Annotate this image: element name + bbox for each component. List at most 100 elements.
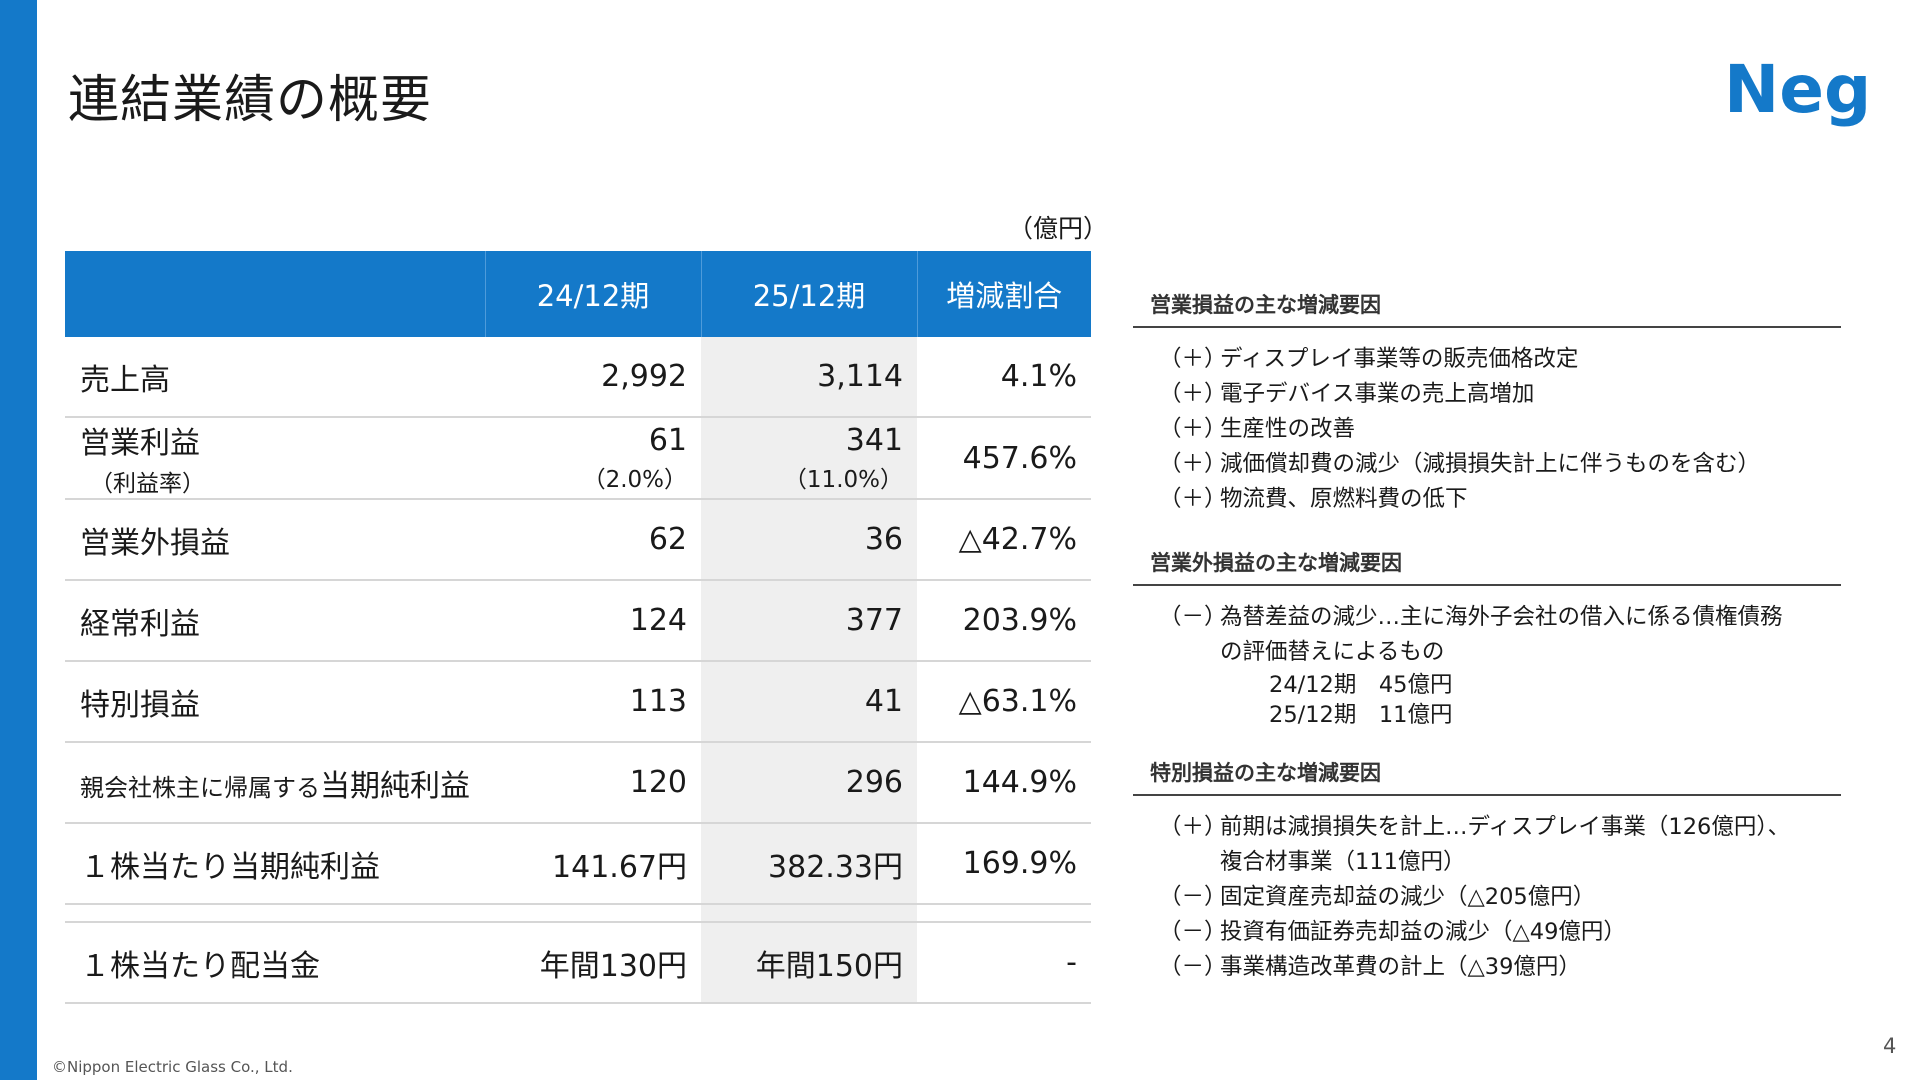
row-label: 営業利益 bbox=[80, 426, 200, 461]
factor-text: ディスプレイ事業等の販売価格改定 bbox=[1220, 346, 1579, 372]
value-change: △42.7% bbox=[917, 499, 1091, 581]
section-heading: 営業損益の主な増減要因 bbox=[1133, 289, 1841, 328]
value-curr: 41 bbox=[701, 661, 917, 743]
factor-mark: （＋） bbox=[1159, 381, 1227, 407]
row-label: 当期純利益 bbox=[320, 768, 470, 804]
page-title: 連結業績の概要 bbox=[68, 71, 433, 130]
header-cell-blank bbox=[65, 251, 485, 337]
list-item: （＋）電子デバイス事業の売上高増加 bbox=[1159, 377, 1841, 412]
list-item: （－）固定資産売却益の減少（△205億円） bbox=[1159, 880, 1841, 915]
table-row: 営業外損益 62 36 △42.7% bbox=[65, 499, 1091, 581]
factor-text: 固定資産売却益の減少（△205億円） bbox=[1220, 884, 1596, 910]
value-prev: 120 bbox=[485, 742, 701, 824]
factor-mark: （＋） bbox=[1159, 346, 1227, 372]
row-label-cell: 営業利益 （利益率） bbox=[65, 417, 485, 500]
value-change: 457.6% bbox=[917, 417, 1091, 500]
value-change: 144.9% bbox=[917, 742, 1091, 824]
value-curr: 年間150円 bbox=[701, 922, 917, 1004]
table-row: １株当たり配当金 年間130円 年間150円 - bbox=[65, 922, 1091, 1004]
section-heading: 営業外損益の主な増減要因 bbox=[1133, 547, 1841, 586]
row-label: 売上高 bbox=[65, 337, 485, 418]
value-change: △63.1% bbox=[917, 661, 1091, 743]
factor-text: 生産性の改善 bbox=[1220, 416, 1356, 442]
spacer-cell bbox=[701, 904, 917, 923]
copyright-text: ©Nippon Electric Glass Co., Ltd. bbox=[52, 1058, 293, 1076]
value-curr: 3,114 bbox=[701, 337, 917, 418]
list-item: （＋）生産性の改善 bbox=[1159, 412, 1841, 447]
value-curr: 296 bbox=[701, 742, 917, 824]
row-label: １株当たり当期純利益 bbox=[65, 823, 485, 905]
row-label: １株当たり配当金 bbox=[65, 922, 485, 1004]
value-prev: 113 bbox=[485, 661, 701, 743]
factor-text: 物流費、原燃料費の低下 bbox=[1220, 486, 1468, 512]
factor-mark: （＋） bbox=[1159, 486, 1227, 512]
extraordinary-factors-section: 特別損益の主な増減要因 （＋）前期は減損損失を計上…ディスプレイ事業（126億円… bbox=[1133, 757, 1841, 985]
neg-logo: Neg bbox=[1724, 52, 1871, 128]
table-row: 売上高 2,992 3,114 4.1% bbox=[65, 337, 1091, 418]
detail-line: 25/12期 11億円 bbox=[1269, 702, 1453, 728]
value-change: - bbox=[917, 922, 1091, 1004]
table-row: 経常利益 124 377 203.9% bbox=[65, 580, 1091, 662]
value-curr: 382.33円 bbox=[701, 823, 917, 905]
page-number: 4 bbox=[1883, 1034, 1897, 1058]
value-change: 169.9% bbox=[917, 823, 1091, 905]
table-row: 親会社株主に帰属する当期純利益 120 296 144.9% bbox=[65, 742, 1091, 824]
factor-text: 電子デバイス事業の売上高増加 bbox=[1220, 381, 1535, 407]
list-item: （＋）前期は減損損失を計上…ディスプレイ事業（126億円）、 bbox=[1159, 810, 1841, 845]
factor-mark: （＋） bbox=[1159, 814, 1227, 840]
header-cell-curr-period: 25/12期 bbox=[700, 251, 917, 337]
value-prev: 61 bbox=[648, 422, 687, 458]
header-cell-change: 増減割合 bbox=[916, 251, 1091, 337]
non-operating-factors-section: 営業外損益の主な増減要因 （－）為替差益の減少…主に海外子会社の借入に係る債権債… bbox=[1133, 547, 1841, 730]
list-item: （＋）ディスプレイ事業等の販売価格改定 bbox=[1159, 342, 1841, 377]
row-label-cell: 親会社株主に帰属する当期純利益 bbox=[65, 742, 485, 824]
factor-list: （＋）前期は減損損失を計上…ディスプレイ事業（126億円）、 複合材事業（111… bbox=[1133, 796, 1841, 985]
factor-mark: （－） bbox=[1159, 884, 1227, 910]
factor-list: （＋）ディスプレイ事業等の販売価格改定 （＋）電子デバイス事業の売上高増加 （＋… bbox=[1133, 328, 1841, 517]
factor-text: 前期は減損損失を計上…ディスプレイ事業（126億円）、 bbox=[1220, 814, 1791, 840]
operating-factors-section: 営業損益の主な増減要因 （＋）ディスプレイ事業等の販売価格改定 （＋）電子デバイ… bbox=[1133, 289, 1841, 517]
value-prev: 2,992 bbox=[485, 337, 701, 418]
row-sublabel: （利益率） bbox=[90, 471, 205, 497]
value-prev: 年間130円 bbox=[485, 922, 701, 1004]
list-item-continuation: の評価替えによるもの bbox=[1220, 639, 1445, 665]
section-heading: 特別損益の主な増減要因 bbox=[1133, 757, 1841, 796]
factor-mark: （＋） bbox=[1159, 451, 1227, 477]
logo-text: Neg bbox=[1724, 52, 1871, 128]
value-curr: 36 bbox=[701, 499, 917, 581]
spacer-cell bbox=[65, 904, 485, 923]
row-label: 特別損益 bbox=[65, 661, 485, 743]
value-curr: 377 bbox=[701, 580, 917, 662]
table-spacer-row bbox=[65, 904, 1091, 923]
factor-mark: （＋） bbox=[1159, 416, 1227, 442]
value-change: 203.9% bbox=[917, 580, 1091, 662]
list-item: （＋）減価償却費の減少（減損損失計上に伴うものを含む） bbox=[1159, 447, 1841, 482]
value-prev: 141.67円 bbox=[485, 823, 701, 905]
row-label-prefix: 親会社株主に帰属する bbox=[80, 773, 320, 802]
table-header-row: 24/12期 25/12期 増減割合 bbox=[65, 251, 1091, 337]
row-label: 経常利益 bbox=[65, 580, 485, 662]
spacer-cell bbox=[485, 904, 701, 923]
list-item: （－）事業構造改革費の計上（△39億円） bbox=[1159, 950, 1841, 985]
spacer-cell bbox=[917, 904, 1091, 923]
list-item: （－）投資有価証券売却益の減少（△49億円） bbox=[1159, 915, 1841, 950]
table-row: 特別損益 113 41 △63.1% bbox=[65, 661, 1091, 743]
factor-mark: （－） bbox=[1159, 919, 1227, 945]
list-item: （＋）物流費、原燃料費の低下 bbox=[1159, 482, 1841, 517]
table-row: 営業利益 （利益率） 61 （2.0%） 341 （11.0%） 457.6% bbox=[65, 417, 1091, 500]
value-curr: 341 bbox=[845, 422, 903, 458]
detail-line: 24/12期 45億円 bbox=[1269, 672, 1453, 698]
list-item-continuation: 複合材事業（111億円） bbox=[1220, 849, 1466, 875]
side-accent-bar bbox=[0, 0, 37, 1080]
value-curr-cell: 341 （11.0%） bbox=[701, 417, 917, 500]
factor-list: （－）為替差益の減少…主に海外子会社の借入に係る債権債務 の評価替えによるもの … bbox=[1133, 586, 1841, 730]
factor-text: 投資有価証券売却益の減少（△49億円） bbox=[1220, 919, 1626, 945]
row-label: 営業外損益 bbox=[65, 499, 485, 581]
factor-mark: （－） bbox=[1159, 604, 1227, 630]
list-item: （－）為替差益の減少…主に海外子会社の借入に係る債権債務 bbox=[1159, 600, 1841, 635]
value-curr-margin: （11.0%） bbox=[783, 466, 903, 493]
value-prev: 124 bbox=[485, 580, 701, 662]
factor-text: 事業構造改革費の計上（△39億円） bbox=[1220, 954, 1581, 980]
value-prev-cell: 61 （2.0%） bbox=[485, 417, 701, 500]
factor-mark: （－） bbox=[1159, 954, 1227, 980]
